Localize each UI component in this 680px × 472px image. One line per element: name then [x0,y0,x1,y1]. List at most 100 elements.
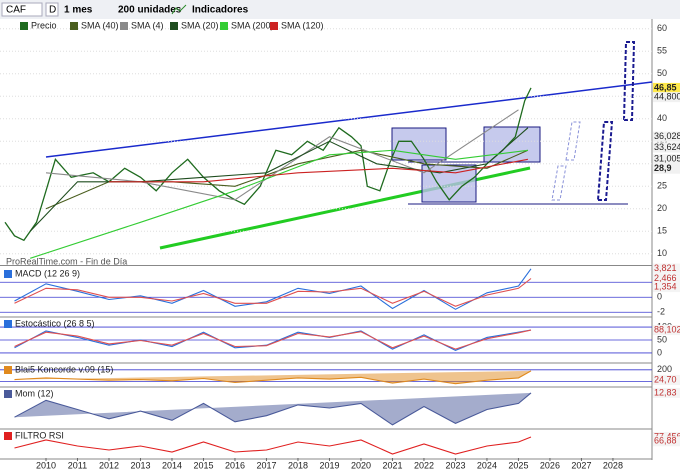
projection [622,41,636,121]
panel-icon [4,320,12,328]
x-tick-label: 2019 [319,460,339,470]
value-tag-label: 24,70 [654,374,677,384]
indicator-line [14,436,532,455]
panel-title: Blai5 Koncorde v.09 (15) [15,364,113,374]
x-tick-label: 2018 [288,460,308,470]
value-tag-label: 3,821 [654,263,677,273]
indicators[interactable]: Indicadores [192,5,249,16]
price-tag [653,142,680,153]
legend-label: SMA (20) [181,20,219,30]
price-tag-label: 33,624 [654,142,680,152]
indicators-icon[interactable] [171,4,187,15]
y-tick-label: 10 [657,248,667,258]
panel-icon [4,390,12,398]
value-tag-label: 88,102 [654,325,680,335]
value-tag [653,325,680,336]
panel-title: Mom (12) [15,388,54,398]
legend-label: SMA (120) [281,20,324,30]
legend-swatch [120,22,128,30]
legend-swatch [70,22,78,30]
symbol[interactable]: CAF [6,5,26,16]
panel-icon [4,432,12,440]
legend-label: SMA (4) [131,20,164,30]
legend-swatch [270,22,278,30]
price-tag [653,154,680,165]
indicator-line [14,268,532,310]
value-tag [653,387,680,398]
indicator-line [14,370,532,385]
x-tick-label: 2024 [477,460,497,470]
indicator-line [14,278,532,307]
x-tick-label: 2016 [225,460,245,470]
sma-line [109,158,529,183]
x-tick-label: 2011 [68,460,87,470]
projection [565,121,581,161]
price-tag [653,131,680,142]
value-tag-label: 12,83 [654,387,677,397]
projection [551,165,567,201]
value-tag [653,436,680,447]
watermark: ProRealTime.com - Fin de Día [6,256,127,266]
box-drawing [391,127,447,161]
x-tick-label: 2021 [382,460,402,470]
x-tick-label: 2017 [256,460,276,470]
value-tag-label: 2,466 [654,273,677,283]
y-tick-label: 50 [657,334,667,344]
sma-line [45,109,519,201]
legend-label: Precio [31,20,57,30]
x-tick-label: 2012 [99,460,119,470]
panel-title: FILTRO RSI [15,430,64,440]
period-code-box[interactable] [45,2,59,17]
value-tag [653,374,680,385]
value-tag [653,263,680,274]
y-tick-label: 15 [657,226,667,236]
legend-label: SMA (200) [231,20,274,30]
x-tick-label: 2027 [571,460,591,470]
x-tick-label: 2013 [130,460,150,470]
toolbar [0,0,680,19]
price-tag [653,163,680,174]
units[interactable]: 200 unidades [118,5,182,16]
trendline [45,81,653,158]
legend-swatch [20,22,28,30]
legend-label: SMA (40) [81,20,119,30]
y-tick-label: 200 [657,364,672,374]
indicator-line [14,329,532,350]
legend-swatch [220,22,228,30]
y-tick-label: 40 [657,113,667,123]
projection [596,121,614,201]
y-tick-label: 60 [657,23,667,33]
price-tag [653,82,680,93]
x-tick-label: 2022 [414,460,434,470]
y-tick-label: 55 [657,46,667,56]
symbol-box[interactable] [1,2,43,17]
period-code[interactable]: D [49,5,56,16]
y-tick-label: -2 [657,307,665,317]
price-tag-label: 44,800 [654,92,680,102]
period[interactable]: 1 mes [64,5,93,16]
price-tag-label: 46,85 [654,82,677,92]
y-tick-label: 0 [657,292,662,302]
panel-title: Estocástico (26 8 5) [15,318,95,328]
y-tick-label: 20 [657,203,667,213]
price-line [4,87,532,242]
indicator-line [14,329,532,352]
y-tick-label: 0 [657,347,662,357]
indicator-line [14,392,532,426]
value-tag [653,273,680,284]
value-tag-label: 66,88 [654,436,677,446]
x-tick-label: 2014 [162,460,182,470]
x-tick-label: 2028 [603,460,623,470]
price-tag-label: 31,005 [654,154,680,164]
legend-swatch [170,22,178,30]
x-tick-label: 2010 [36,460,56,470]
x-tick-label: 2020 [351,460,371,470]
x-tick-label: 2025 [508,460,528,470]
y-tick-label: 25 [657,181,667,191]
y-tick-label: 50 [657,68,667,78]
sma-line [30,149,528,259]
x-tick-label: 2023 [445,460,465,470]
price-tag [653,92,680,103]
